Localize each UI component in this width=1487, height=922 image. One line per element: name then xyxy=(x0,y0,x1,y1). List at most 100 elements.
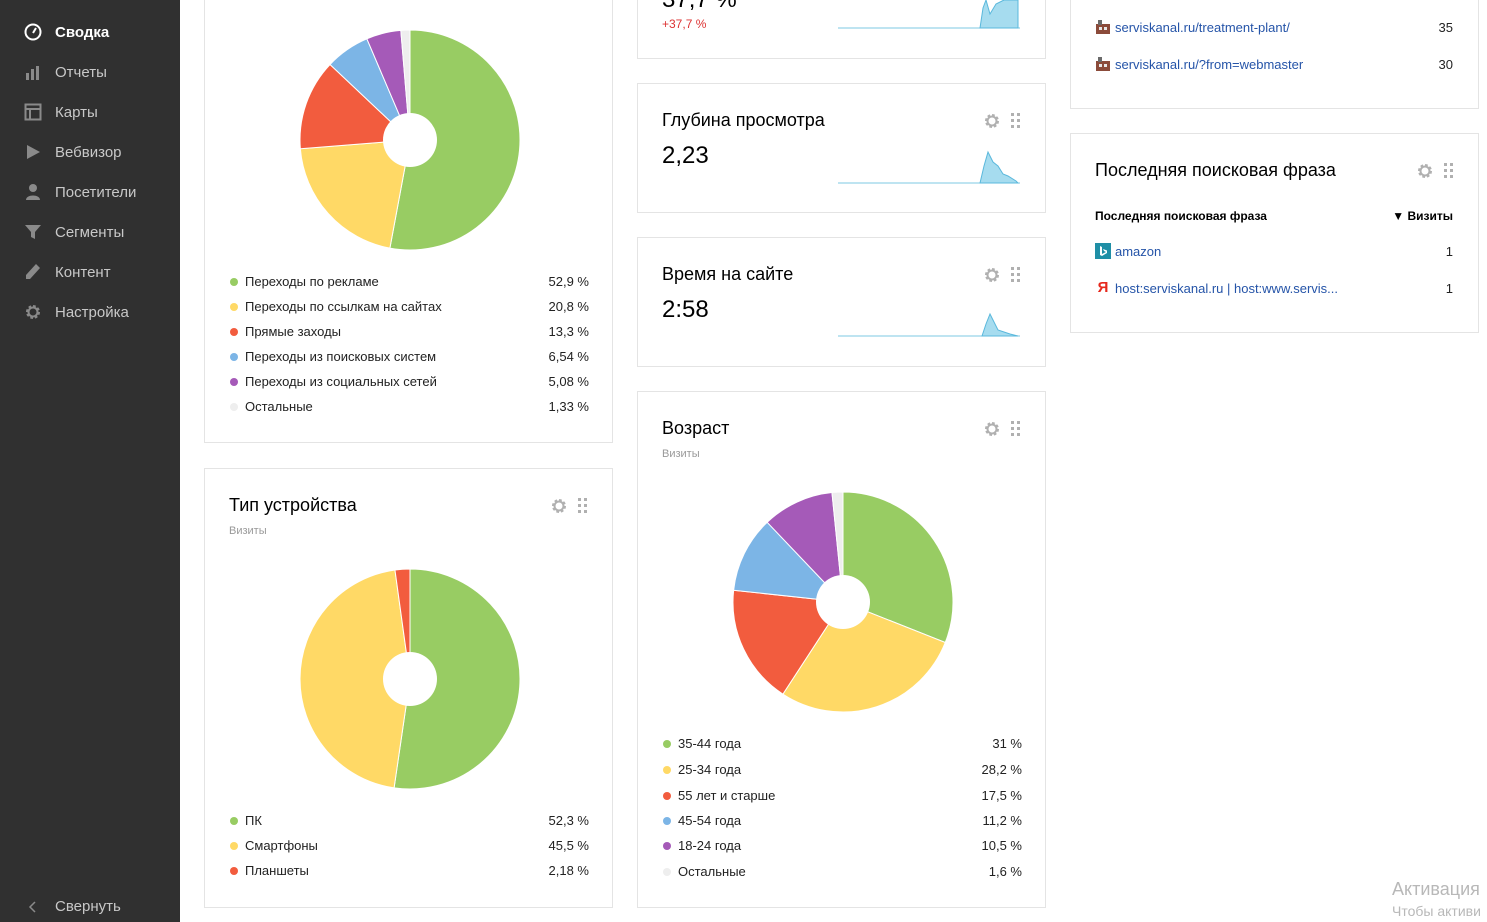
drag-handle-icon[interactable] xyxy=(1011,267,1021,283)
nav-label: Карты xyxy=(55,103,98,121)
drag-handle-icon[interactable] xyxy=(1011,421,1021,437)
legend-item[interactable]: 35-44 года 31 % xyxy=(663,735,1022,755)
table-row[interactable]: amazon xyxy=(1095,243,1161,259)
legend-value: 2,18 % xyxy=(548,863,589,878)
legend-dot xyxy=(230,328,238,336)
nav-label: Сегменты xyxy=(55,223,125,241)
search-phrase-link[interactable]: amazon xyxy=(1115,243,1162,259)
card-title: Тип устройства xyxy=(229,495,357,515)
pie-slice[interactable] xyxy=(394,568,411,680)
chevron-left-icon xyxy=(24,898,42,916)
legend-item[interactable]: 45-54 года 11,2 % xyxy=(663,812,1022,832)
legend-dot xyxy=(663,842,671,850)
depth-sparkline xyxy=(838,150,1020,184)
table-row[interactable]: serviskanal.ru/treatment-plant/ xyxy=(1095,19,1290,35)
nav-label: Отчеты xyxy=(55,63,107,81)
legend-item[interactable]: 55 лет и старше 17,5 % xyxy=(663,787,1022,807)
pie-slice[interactable] xyxy=(782,601,946,713)
nav-item-visitors[interactable]: Посетители xyxy=(0,174,180,210)
drag-handle-icon[interactable] xyxy=(578,498,588,514)
card-title: Время на сайте xyxy=(662,264,794,284)
legend-value: 52,3 % xyxy=(548,813,589,828)
nav-item-content[interactable]: Контент xyxy=(0,254,180,290)
row-value: 1 xyxy=(1445,244,1453,259)
time-sparkline xyxy=(838,312,1020,337)
legend-item[interactable]: Переходы из социальных сетей 5,08 % xyxy=(230,373,589,393)
pencil-icon xyxy=(24,263,42,281)
page-depth-card: Глубина просмотра 2,23 xyxy=(637,83,1046,213)
pie-slice[interactable] xyxy=(299,569,411,789)
traffic-pie-chart xyxy=(299,29,521,251)
legend-item[interactable]: Прямые заходы 13,3 % xyxy=(230,323,589,343)
metric-value: 2:58 xyxy=(662,296,709,323)
drag-handle-icon[interactable] xyxy=(1444,163,1454,179)
legend-value: 6,54 % xyxy=(548,349,589,364)
gear-icon[interactable] xyxy=(1416,162,1434,180)
legend-item[interactable]: Смартфоны 45,5 % xyxy=(230,837,589,857)
legend-item[interactable]: Планшеты 2,18 % xyxy=(230,862,589,882)
yandex-icon: Я xyxy=(1097,279,1109,296)
pie-slice[interactable] xyxy=(299,63,412,150)
legend-dot xyxy=(663,817,671,825)
legend-value: 13,3 % xyxy=(548,324,589,339)
drag-handle-icon[interactable] xyxy=(1011,113,1021,129)
card-tools xyxy=(983,266,1021,284)
pie-slice[interactable] xyxy=(299,139,411,249)
legend-item[interactable]: Остальные 1,33 % xyxy=(230,398,589,418)
legend-dot xyxy=(663,868,671,876)
pie-slice[interactable] xyxy=(766,492,844,604)
bounce-sparkline xyxy=(838,0,1020,29)
activation-watermark-text: Чтобы активи xyxy=(1392,903,1481,919)
table-row[interactable]: serviskanal.ru/?from=webmaster xyxy=(1095,56,1303,72)
legend-item[interactable]: 18-24 года 10,5 % xyxy=(663,837,1022,857)
gear-icon[interactable] xyxy=(983,112,1001,130)
age-pie-slices xyxy=(732,491,954,713)
legend-label: Планшеты xyxy=(245,863,309,878)
pie-slice[interactable] xyxy=(842,491,954,644)
column-header-phrase[interactable]: Последняя поисковая фраза xyxy=(1095,209,1267,223)
nav-item-settings[interactable]: Настройка xyxy=(0,294,180,330)
legend-item[interactable]: Остальные 1,6 % xyxy=(663,863,1022,883)
page-url-link[interactable]: serviskanal.ru/treatment-plant/ xyxy=(1115,19,1290,35)
legend-label: Переходы по рекламе xyxy=(245,274,379,289)
legend-dot xyxy=(230,353,238,361)
filter-icon xyxy=(24,223,42,241)
donut-hole xyxy=(816,575,870,629)
pie-slice[interactable] xyxy=(400,29,411,141)
nav-item-summary[interactable]: Сводка xyxy=(0,14,180,50)
page-url-link[interactable]: serviskanal.ru/?from=webmaster xyxy=(1115,56,1304,72)
age-card: Возраст Визиты 35-44 года 31 % 25-34 год… xyxy=(637,391,1046,908)
nav-item-webvisor[interactable]: Вебвизор xyxy=(0,134,180,170)
nav-label: Настройка xyxy=(55,303,129,321)
table-row[interactable]: Я host:serviskanal.ru | host:www.servis.… xyxy=(1095,280,1338,296)
nav-item-reports[interactable]: Отчеты xyxy=(0,54,180,90)
pie-slice[interactable] xyxy=(389,29,521,251)
legend-item[interactable]: ПК 52,3 % xyxy=(230,812,589,832)
legend-item[interactable]: Переходы по рекламе 52,9 % xyxy=(230,273,589,293)
legend-label: 45-54 года xyxy=(678,813,742,828)
collapse-sidebar-button[interactable]: Свернуть xyxy=(0,890,180,922)
nav-item-maps[interactable]: Карты xyxy=(0,94,180,130)
reports-icon xyxy=(24,63,42,81)
nav-item-segments[interactable]: Сегменты xyxy=(0,214,180,250)
pie-slice[interactable] xyxy=(733,521,845,603)
legend-dot xyxy=(230,842,238,850)
legend-dot xyxy=(230,378,238,386)
legend-item[interactable]: Переходы по ссылкам на сайтах 20,8 % xyxy=(230,298,589,318)
gear-icon[interactable] xyxy=(550,497,568,515)
legend-item[interactable]: Переходы из поисковых систем 6,54 % xyxy=(230,348,589,368)
gear-icon[interactable] xyxy=(983,420,1001,438)
pie-slice[interactable] xyxy=(831,491,844,603)
pie-slice[interactable] xyxy=(732,589,844,695)
column-header-visits[interactable]: ▼ Визиты xyxy=(1392,209,1453,223)
legend-item[interactable]: 25-34 года 28,2 % xyxy=(663,761,1022,781)
card-tools xyxy=(550,497,588,515)
pie-slice[interactable] xyxy=(393,568,521,790)
search-phrase-link[interactable]: host:serviskanal.ru | host:www.servis... xyxy=(1115,280,1339,296)
card-title: Возраст xyxy=(662,418,730,438)
gear-icon[interactable] xyxy=(983,266,1001,284)
legend-label: Переходы из поисковых систем xyxy=(245,349,437,364)
legend-label: Переходы из социальных сетей xyxy=(245,374,437,389)
row-value: 35 xyxy=(1438,20,1453,35)
legend-value: 5,08 % xyxy=(548,374,589,389)
